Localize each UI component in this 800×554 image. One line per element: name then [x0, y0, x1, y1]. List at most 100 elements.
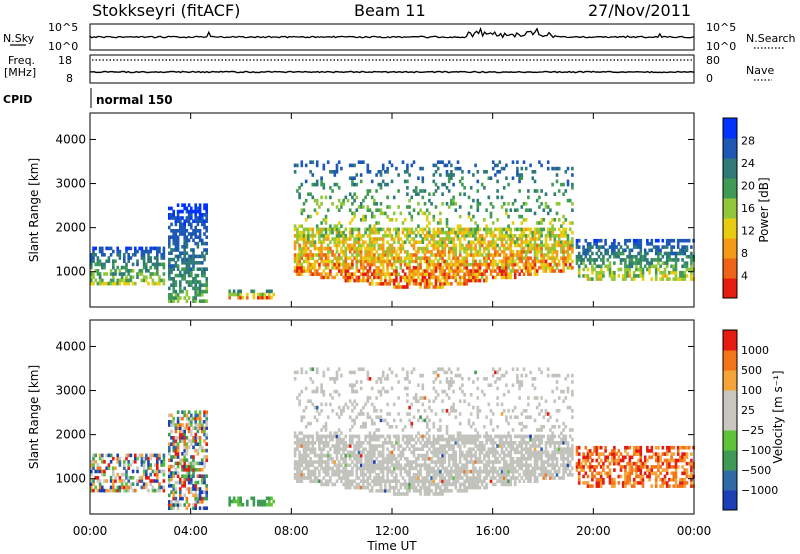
velocity-cell	[386, 453, 389, 458]
power-cell	[136, 272, 139, 276]
power-cell	[185, 264, 189, 268]
power-cell	[322, 262, 326, 267]
power-cell	[553, 192, 557, 196]
power-cell	[491, 269, 495, 273]
power-cell	[259, 292, 262, 297]
velocity-cell	[445, 377, 449, 381]
velocity-cell	[168, 452, 171, 456]
power-cell	[474, 227, 477, 232]
velocity-cell	[311, 441, 315, 445]
power-cell	[364, 266, 367, 270]
power-cell	[326, 250, 330, 254]
power-cell	[663, 245, 667, 249]
velocity-cell	[149, 472, 152, 477]
velocity-cell	[441, 453, 444, 458]
velocity-cell	[476, 431, 480, 435]
power-cell	[311, 243, 315, 248]
power-cell	[432, 173, 436, 177]
velocity-cell	[205, 458, 208, 462]
power-cell	[331, 275, 334, 280]
velocity-cell	[401, 450, 405, 455]
velocity-cell	[362, 405, 365, 410]
power-cell	[529, 262, 532, 267]
power-cell	[112, 265, 115, 270]
velocity-cell	[443, 437, 447, 442]
power-cell	[364, 253, 367, 257]
velocity-cell	[461, 489, 464, 493]
velocity-cell	[379, 415, 383, 419]
power-cell	[518, 243, 521, 248]
power-cell	[94, 269, 97, 273]
power-cell	[412, 253, 416, 257]
power-cell	[187, 257, 191, 262]
velocity-cell	[443, 482, 447, 487]
velocity-cell	[176, 474, 180, 478]
velocity-cell	[340, 441, 343, 445]
power-cell	[203, 219, 206, 223]
velocity-cell	[373, 421, 376, 426]
velocity-cell	[390, 463, 394, 467]
power-cell	[190, 248, 193, 252]
velocity-cell	[179, 439, 182, 443]
power-cell	[615, 254, 618, 259]
power-cell	[419, 272, 422, 276]
power-cell	[571, 166, 574, 171]
power-cell	[557, 262, 561, 267]
velocity-cell	[187, 445, 191, 450]
power-cell	[160, 256, 163, 260]
velocity-cell	[344, 457, 348, 461]
power-cell	[181, 225, 184, 230]
velocity-cell	[142, 466, 146, 470]
power-cell	[408, 230, 411, 235]
power-cell	[351, 246, 354, 251]
power-cell	[399, 246, 403, 251]
power-cell	[357, 253, 361, 257]
velocity-cell	[183, 429, 186, 434]
velocity-cell	[183, 458, 186, 462]
velocity-cell	[359, 457, 363, 461]
velocity-cell	[172, 455, 175, 459]
power-cell	[518, 253, 521, 257]
power-cell	[105, 259, 108, 263]
power-cell	[498, 246, 502, 251]
velocity-cell	[458, 460, 462, 464]
power-cell	[395, 269, 398, 273]
velocity-cell	[324, 425, 328, 429]
power-cell	[136, 262, 139, 267]
power-cell	[441, 259, 444, 264]
power-cell	[116, 253, 119, 257]
power-cell	[509, 243, 513, 248]
power-cell	[454, 253, 458, 257]
velocity-cell	[192, 468, 195, 472]
power-cell	[641, 277, 645, 281]
power-cell	[198, 267, 202, 271]
velocity-cell	[445, 444, 449, 448]
power-cell	[439, 227, 442, 232]
velocity-cell	[406, 434, 409, 439]
power-cell	[326, 160, 330, 164]
power-cell	[511, 266, 515, 270]
velocity-cell	[401, 437, 405, 442]
power-cell	[174, 235, 178, 239]
power-cell	[434, 253, 438, 257]
power-cell	[650, 277, 654, 281]
power-cell	[505, 211, 508, 216]
velocity-cell	[465, 473, 469, 477]
velocity-cell	[176, 461, 180, 466]
power-cell	[138, 246, 141, 251]
velocity-cell	[485, 469, 488, 474]
power-cell	[458, 240, 462, 244]
velocity-cell	[474, 444, 477, 448]
power-cell	[522, 234, 526, 238]
power-cell	[498, 170, 502, 174]
velocity-cell	[390, 425, 394, 429]
velocity-cell	[379, 409, 383, 413]
velocity-cell	[401, 447, 405, 451]
power-cell	[366, 163, 370, 168]
velocity-cell	[194, 480, 197, 485]
velocity-cell	[190, 461, 193, 466]
velocity-cell	[359, 441, 363, 445]
velocity-cell	[309, 434, 312, 439]
power-cell	[516, 166, 519, 171]
velocity-cell	[414, 463, 418, 467]
